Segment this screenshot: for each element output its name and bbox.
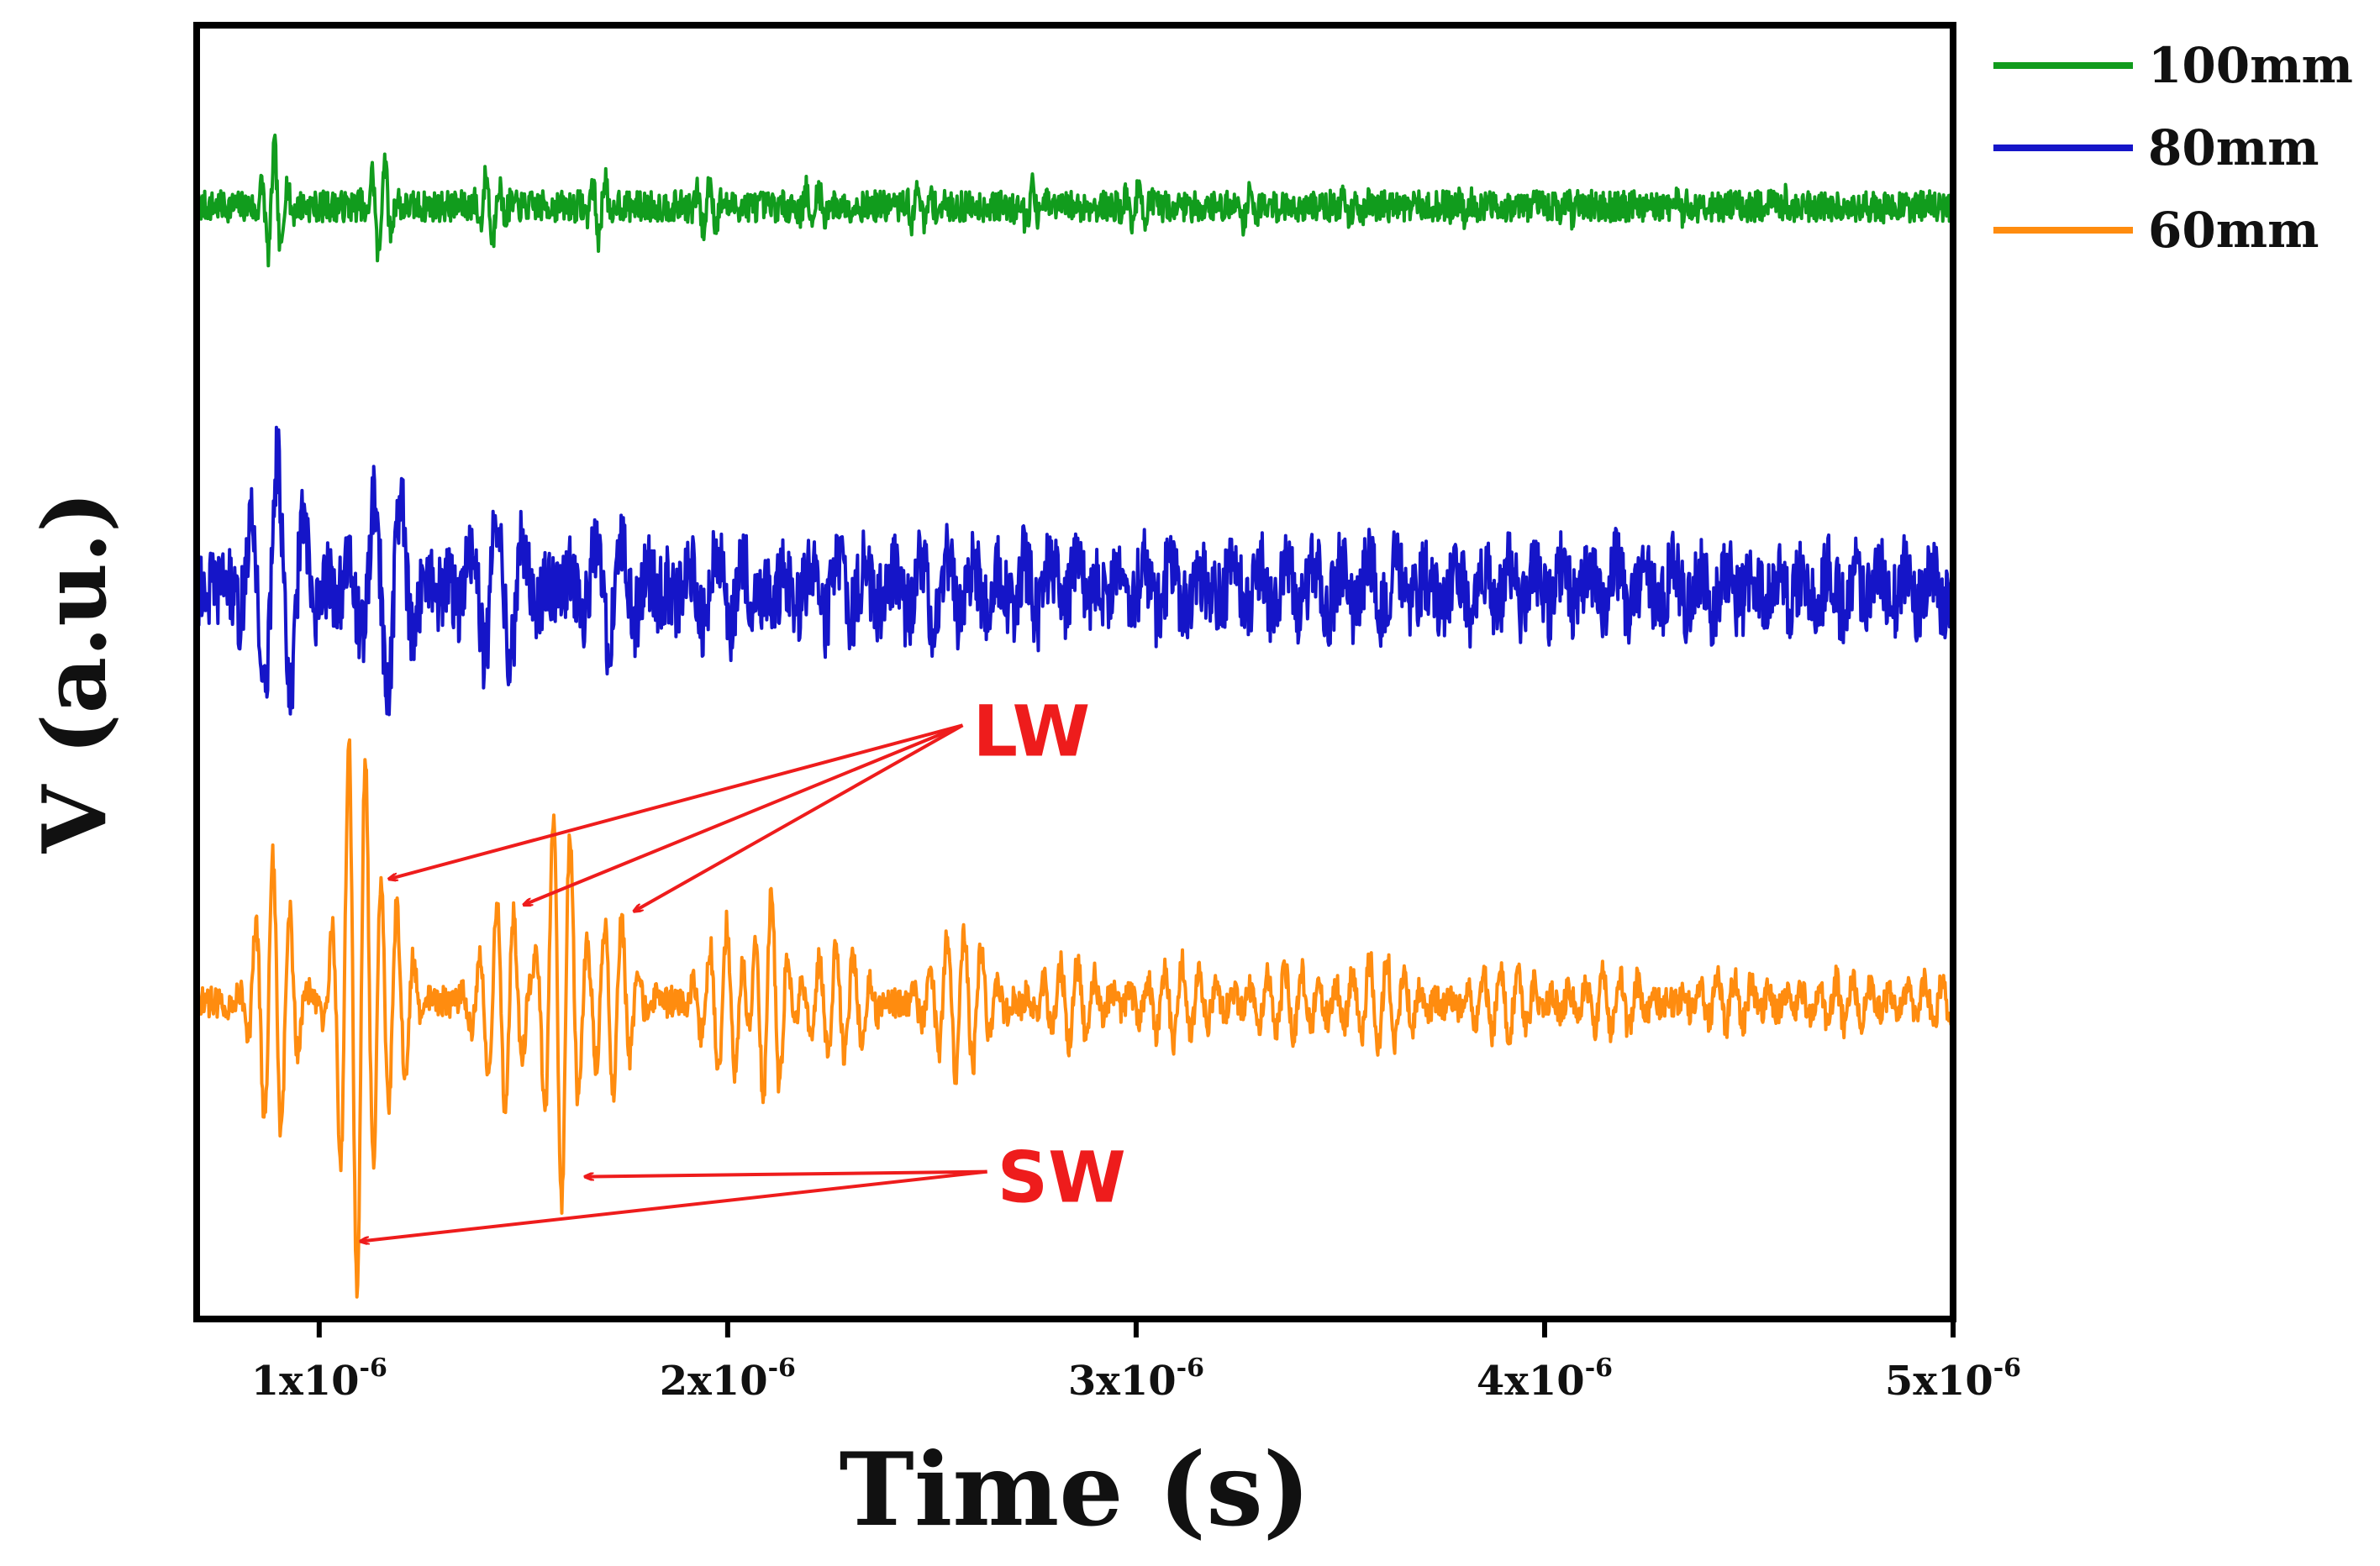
x-tick-label: 3x10-6 [1068,1353,1204,1405]
annotation-arrow-LW [634,723,964,912]
x-tick-label: 5x10-6 [1885,1353,2021,1405]
y-axis-title: V (a.u.) [23,491,126,854]
x-tick-label: 1x10-6 [251,1353,387,1405]
legend-label-80mm: 80mm [2148,119,2319,176]
annotation-label-SW: SW [998,1137,1126,1219]
annotation-arrow-LW [524,723,964,905]
legend-label-100mm: 100mm [2148,37,2353,94]
x-tick-label: 4x10-6 [1477,1353,1613,1405]
annotation-label-LW: LW [972,690,1090,772]
annotations: LW SW [360,690,1126,1242]
annotation-arrow-SW [585,1169,987,1177]
plot-frame [193,22,1956,1322]
series-line-100mm [197,134,1953,268]
annotation-arrow-SW [360,1169,987,1242]
series-layer [197,134,1953,1299]
legend: 100mm 80mm 60mm [1993,37,2353,259]
legend-label-60mm: 60mm [2148,202,2319,259]
x-axis: 1x10-6 2x10-6 3x10-6 4x10-6 5x10-6 [251,1319,2021,1405]
annotation-arrow-LW [388,723,964,879]
x-tick-label: 2x10-6 [660,1353,796,1405]
series-line-60mm [197,738,1953,1299]
series-line-80mm [197,425,1953,717]
x-axis-title: Time (s) [839,1431,1310,1549]
